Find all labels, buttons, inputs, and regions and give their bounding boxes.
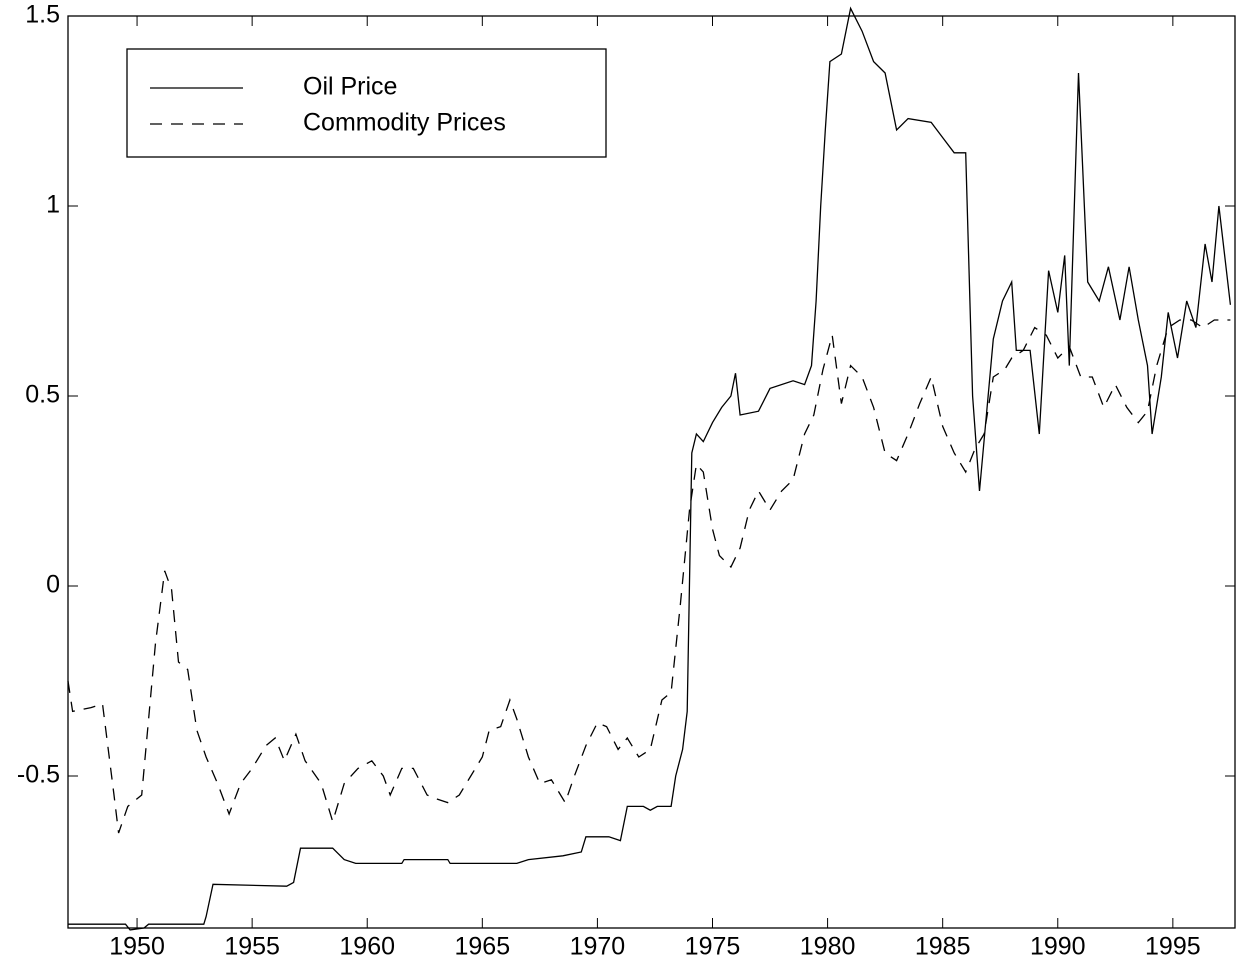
x-tick-label: 1990 bbox=[1030, 933, 1086, 961]
y-tick-label: -0.5 bbox=[17, 761, 60, 789]
legend-label: Commodity Prices bbox=[303, 109, 506, 137]
plot-frame bbox=[67, 15, 1236, 929]
x-tick-label: 1950 bbox=[109, 933, 165, 961]
x-tick-label: 1965 bbox=[455, 933, 511, 961]
legend-box bbox=[126, 48, 607, 158]
y-tick-label: 1.5 bbox=[25, 1, 60, 29]
x-tick-label: 1980 bbox=[800, 933, 856, 961]
x-tick-label: 1995 bbox=[1145, 933, 1201, 961]
legend-label: Oil Price bbox=[303, 73, 397, 101]
x-tick-label: 1955 bbox=[224, 933, 280, 961]
x-tick-label: 1960 bbox=[339, 933, 395, 961]
series-line bbox=[68, 6, 1232, 931]
y-tick-label: 0.5 bbox=[25, 381, 60, 409]
x-tick-label: 1970 bbox=[570, 933, 626, 961]
y-tick-label: 1 bbox=[46, 191, 60, 219]
y-tick-label: 0 bbox=[46, 571, 60, 599]
series-line bbox=[67, 319, 1231, 834]
x-tick-label: 1975 bbox=[685, 933, 741, 961]
x-tick-label: 1985 bbox=[915, 933, 971, 961]
